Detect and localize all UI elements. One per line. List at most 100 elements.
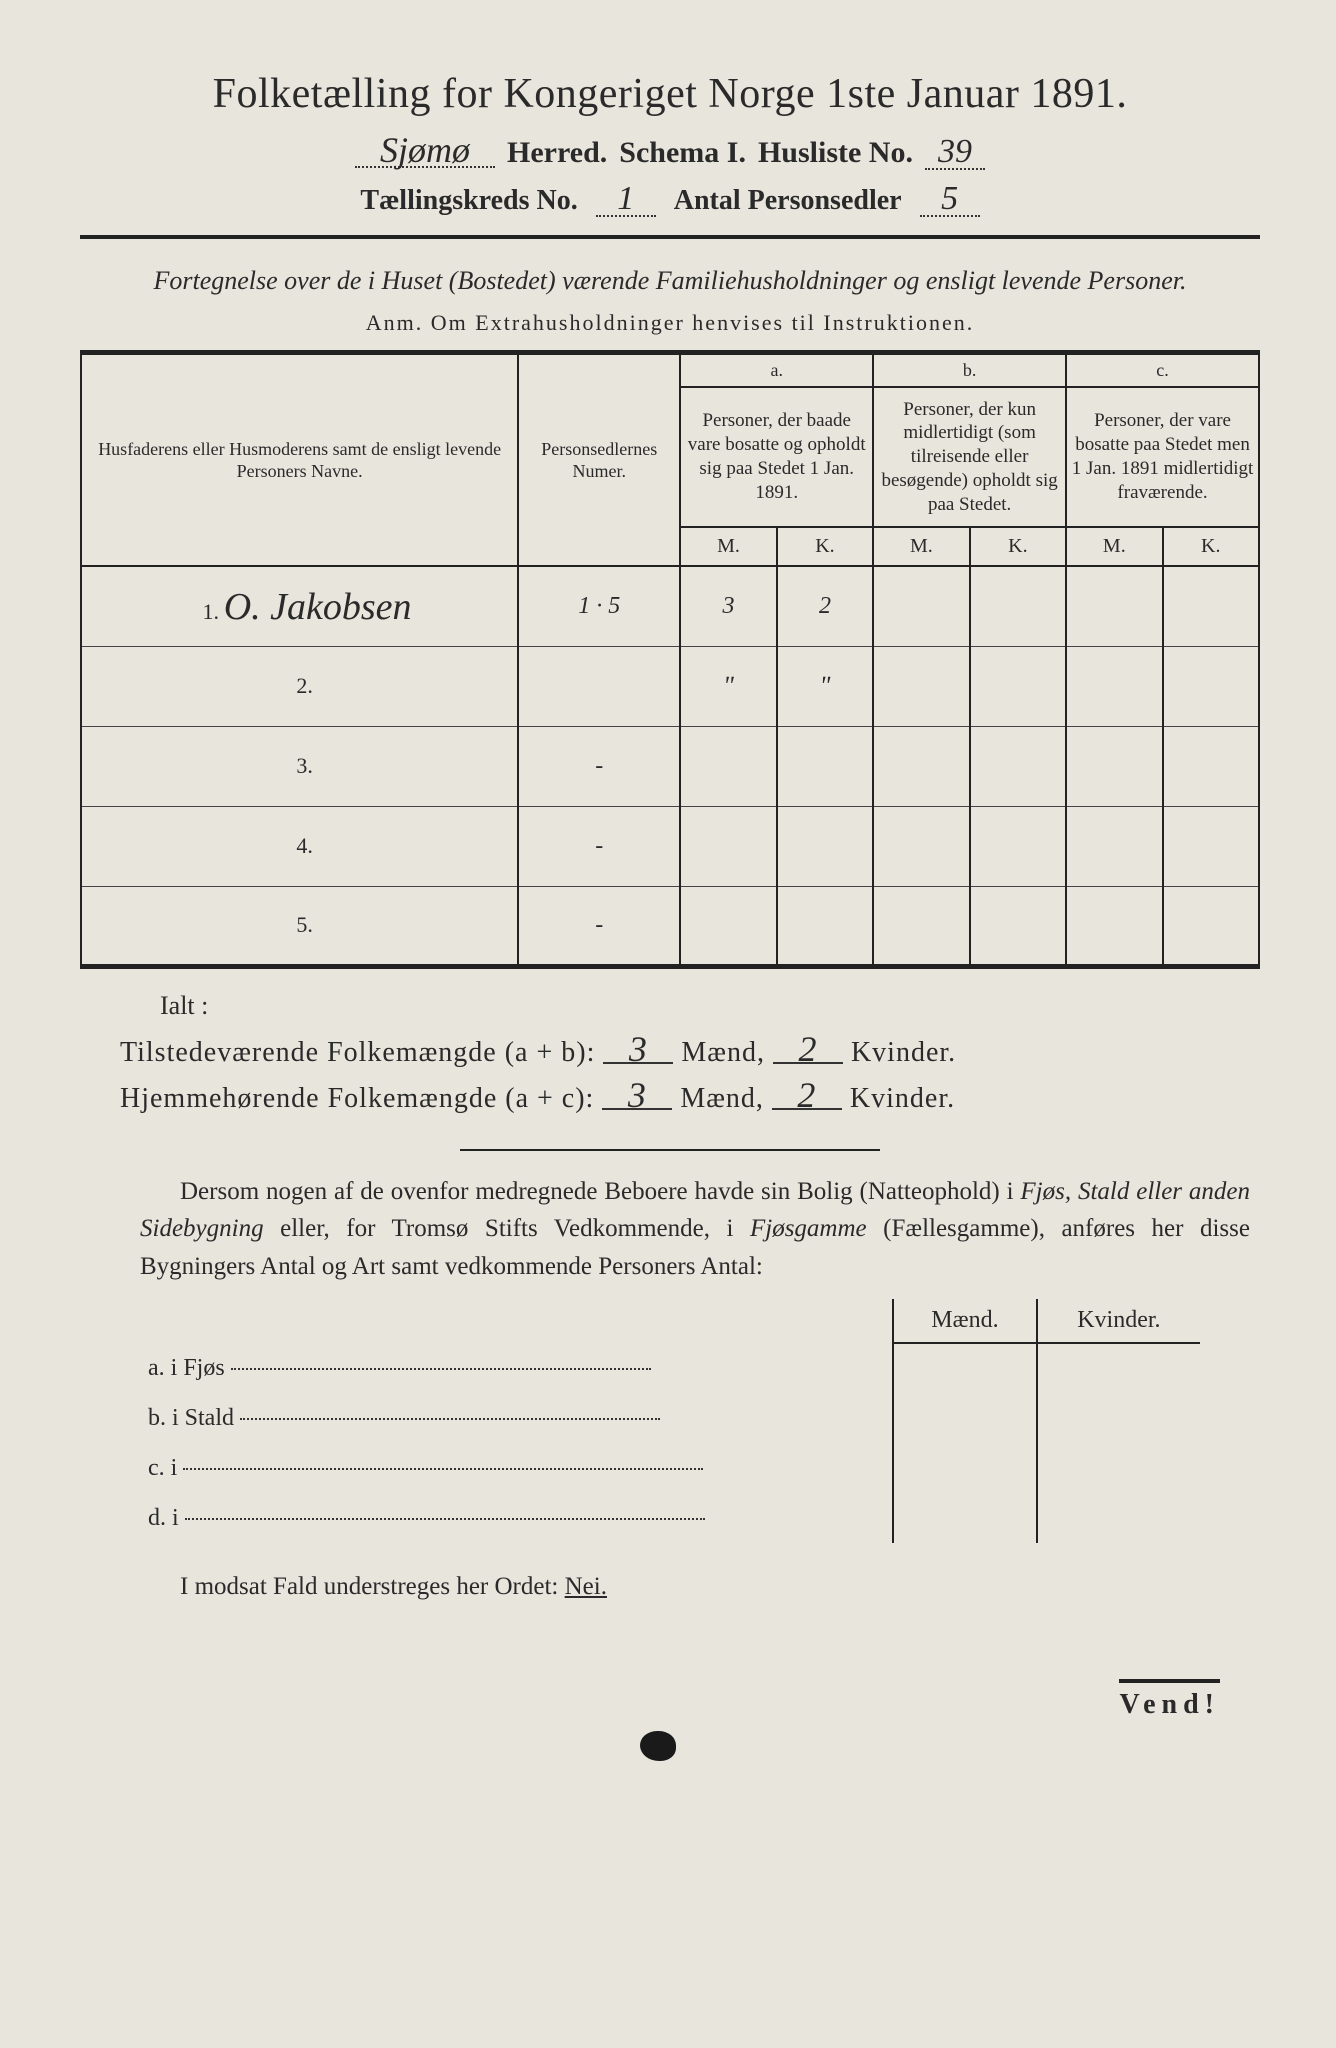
col-name-header: Husfaderens eller Husmoderens samt de en… xyxy=(98,439,501,482)
schema-label: Schema I. xyxy=(619,136,746,170)
modsat-line: I modsat Fald understreges her Ordet: Ne… xyxy=(80,1543,1260,1601)
group-a-label: a. xyxy=(680,353,873,387)
maend-label: Mænd, xyxy=(681,1037,765,1068)
cell-c-k xyxy=(1163,806,1259,886)
lower-maend-header: Mænd. xyxy=(893,1299,1037,1343)
para-italic: Fjøsgamme xyxy=(750,1215,867,1242)
husliste-label: Husliste No. xyxy=(758,136,913,170)
rule-2 xyxy=(460,1149,880,1151)
cell-c-m xyxy=(1066,566,1162,646)
kreds-field: 1 xyxy=(596,184,656,217)
table-row: 5. - xyxy=(81,886,1259,966)
cell-k xyxy=(1037,1493,1200,1543)
row-num: 5. xyxy=(292,912,318,938)
table-body: 1.O. Jakobsen 1 · 5 3 2 2. ʺ ʺ 3. xyxy=(81,566,1259,966)
kvinder-label: Kvinder. xyxy=(851,1037,956,1068)
subtitle: Fortegnelse over de i Huset (Bostedet) v… xyxy=(80,257,1260,306)
row-personsedler: - xyxy=(518,726,680,806)
group-b-label: b. xyxy=(873,353,1066,387)
modsat-text: I modsat Fald understreges her Ordet: xyxy=(180,1573,565,1600)
cell-b-m xyxy=(873,566,969,646)
sum-line-ab: Tilstedeværende Folkemængde (a + b): 3 M… xyxy=(80,1029,1260,1075)
b-k: K. xyxy=(970,527,1066,566)
row-label: b. i Stald xyxy=(148,1405,234,1431)
row-label: c. i xyxy=(148,1455,177,1481)
rule-1 xyxy=(80,235,1260,239)
personsedler-label: Antal Personsedler xyxy=(674,185,902,217)
herred-label: Herred. xyxy=(507,136,607,170)
vend-label: Vend! xyxy=(1119,1679,1220,1721)
cell-a-m: ʺ xyxy=(680,646,776,726)
a-k: K. xyxy=(777,527,873,566)
cell-b-k xyxy=(970,566,1066,646)
b-m: M. xyxy=(873,527,969,566)
c-k: K. xyxy=(1163,527,1259,566)
kreds-label: Tællingskreds No. xyxy=(360,185,577,217)
row-label: d. i xyxy=(148,1505,179,1531)
herred-field: Sjømø xyxy=(355,134,495,168)
col-c-header: Personer, der vare bosatte paa Stedet me… xyxy=(1066,387,1259,528)
table-row: 2. ʺ ʺ xyxy=(81,646,1259,726)
cell-k xyxy=(1037,1343,1200,1393)
buildings-table: Mænd. Kvinder. a. i Fjøs b. i Stald c. i… xyxy=(140,1299,1200,1543)
cell-a-m xyxy=(680,806,776,886)
dotted-leader xyxy=(177,1455,703,1481)
row-name: O. Jakobsen xyxy=(224,586,412,628)
row-personsedler: 1 · 5 xyxy=(518,566,680,646)
row-num: 1. xyxy=(198,599,224,625)
cell-c-m xyxy=(1066,806,1162,886)
cell-b-k xyxy=(970,646,1066,726)
header-line-1: Sjømø Herred. Schema I. Husliste No. 39 xyxy=(80,126,1260,178)
cell-a-k: ʺ xyxy=(777,646,873,726)
household-table: Husfaderens eller Husmoderens samt de en… xyxy=(80,350,1260,969)
cell-a-k xyxy=(777,886,873,966)
cell-k xyxy=(1037,1393,1200,1443)
inkblot-icon xyxy=(640,1731,676,1761)
sum-ab-k: 2 xyxy=(773,1037,843,1064)
cell-c-k xyxy=(1163,886,1259,966)
cell-c-m xyxy=(1066,646,1162,726)
row-personsedler: - xyxy=(518,886,680,966)
sum-ac-label: Hjemmehørende Folkemængde (a + c): xyxy=(120,1083,594,1114)
col-num-header: Personsedlernes Numer. xyxy=(541,439,657,482)
sum-line-ac: Hjemmehørende Folkemængde (a + c): 3 Mæn… xyxy=(80,1075,1260,1121)
cell-m xyxy=(893,1443,1037,1493)
cell-b-k xyxy=(970,726,1066,806)
a-m: M. xyxy=(680,527,776,566)
para-text: eller, for Tromsø Stifts Vedkommende, i xyxy=(264,1215,750,1242)
row-personsedler xyxy=(518,646,680,726)
page-title: Folketælling for Kongeriget Norge 1ste J… xyxy=(80,50,1260,126)
sum-ac-m: 3 xyxy=(602,1083,672,1110)
table-row: c. i xyxy=(140,1443,1200,1493)
personsedler-field: 5 xyxy=(920,184,980,217)
ialt-label: Ialt : xyxy=(80,969,1260,1029)
cell-b-m xyxy=(873,806,969,886)
cell-a-k xyxy=(777,726,873,806)
row-num: 4. xyxy=(292,833,318,859)
cell-c-k xyxy=(1163,566,1259,646)
cell-b-m xyxy=(873,886,969,966)
row-label: a. i Fjøs xyxy=(148,1355,225,1381)
cell-c-k xyxy=(1163,646,1259,726)
cell-b-k xyxy=(970,886,1066,966)
table-row: d. i xyxy=(140,1493,1200,1543)
cell-c-k xyxy=(1163,726,1259,806)
row-personsedler: - xyxy=(518,806,680,886)
sum-ab-m: 3 xyxy=(603,1037,673,1064)
table-row: 3. - xyxy=(81,726,1259,806)
cell-a-k: 2 xyxy=(777,566,873,646)
cell-k xyxy=(1037,1443,1200,1493)
table-row: 4. - xyxy=(81,806,1259,886)
cell-b-m xyxy=(873,646,969,726)
cell-c-m xyxy=(1066,886,1162,966)
cell-c-m xyxy=(1066,726,1162,806)
row-num: 2. xyxy=(292,673,318,699)
dotted-leader xyxy=(179,1505,705,1531)
cell-b-m xyxy=(873,726,969,806)
col-b-header: Personer, der kun midlertidigt (som tilr… xyxy=(873,387,1066,528)
header-line-2: Tællingskreds No. 1 Antal Personsedler 5 xyxy=(80,178,1260,229)
census-form-page: Folketælling for Kongeriget Norge 1ste J… xyxy=(80,50,1260,1601)
col-a-header: Personer, der baade vare bosatte og opho… xyxy=(680,387,873,528)
para-text: Dersom nogen af de ovenfor medregnede Be… xyxy=(180,1178,1020,1205)
group-c-label: c. xyxy=(1066,353,1259,387)
